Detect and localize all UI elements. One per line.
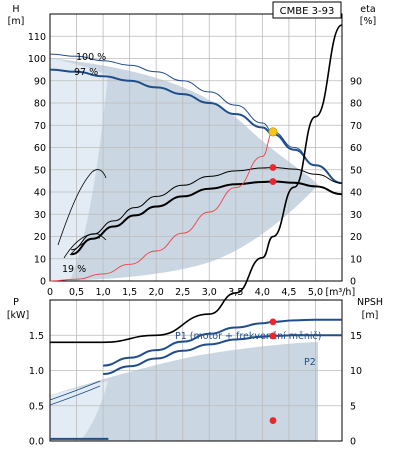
x-tick-label: 2,0: [149, 287, 164, 298]
top-series-head_97: [49, 68, 343, 185]
low-speed-eta-curve: [57, 169, 107, 246]
top-left-tick-label: 40: [34, 188, 46, 199]
top-left-tick-label: 60: [34, 143, 46, 154]
eta-axis-unit: [%]: [360, 16, 376, 27]
x-unit-label: [m³/h]: [325, 287, 355, 298]
series-npsh-line: [50, 24, 343, 344]
x-tick-label: 0: [47, 287, 53, 298]
top-series-eta_thin: [71, 166, 343, 251]
x-tick-label: 3,0: [202, 287, 217, 298]
p-axis-unit: [kW]: [7, 310, 29, 321]
h-axis-name: H: [12, 4, 19, 15]
legend-p1: P1 (motor + frekvenční měnič): [175, 331, 321, 342]
x-tick-label: 4,0: [255, 287, 270, 298]
top-right-tick-label: 10: [350, 254, 362, 265]
top-left-tick-label: 100: [28, 54, 46, 65]
bottom-right-tick-label: 10: [350, 366, 362, 377]
series-p1-line: [103, 318, 342, 367]
chart-title: CMBE 3-93: [280, 6, 335, 17]
top-right-tick-label: 50: [350, 165, 362, 176]
bottom-left-tick-label: 1.0: [29, 366, 44, 377]
top-right-tick-label: 40: [350, 188, 362, 199]
bottom-plot-frame: [49, 299, 343, 442]
title-box: [272, 1, 342, 19]
bottom-left-tick-label: 0.0: [29, 437, 44, 448]
bottom-panel: 0.0 0.5 1.0 1.5 0 5 10 15 P [kW] NPSH [m] P1 (motor …: [7, 24, 383, 448]
top-right-tick-label: 80: [350, 99, 362, 110]
annotation-97-percent: 97 %: [74, 67, 98, 78]
eta-axis-name: eta: [360, 4, 375, 15]
bottom-right-tick-label: 15: [350, 331, 362, 342]
annotation-100-percent: 100 %: [76, 52, 106, 63]
top-right-tick-label: 0: [350, 277, 356, 288]
top-duty-point: [269, 178, 277, 185]
h-axis-unit: [m]: [8, 16, 25, 27]
top-left-tick-label: 10: [34, 254, 46, 265]
npsh-axis-unit: [m]: [362, 310, 379, 321]
top-plot-frame: [49, 13, 343, 282]
top-left-tick-label: 90: [34, 76, 46, 87]
legend-p2: P2: [304, 357, 316, 368]
top-series-eta_thick: [71, 180, 343, 256]
top-panel: 0 10 20 30 40 50 60 70 80 90 100 110 0 10 20 30 40 50 60 70…: [8, 1, 376, 298]
top-right-tick-label: 30: [350, 210, 362, 221]
series-p2-line: [103, 334, 342, 375]
low-speed-head-curve: [63, 233, 107, 259]
bottom-left-tick-label: 0.5: [29, 401, 44, 412]
bottom-right-tick-label: 0: [350, 437, 356, 448]
bottom-duty-point: [269, 417, 277, 424]
x-tick-label: 5,0: [308, 287, 323, 298]
bottom-right-tick-label: 5: [350, 401, 356, 412]
top-left-tick-label: 70: [34, 121, 46, 132]
bottom-duty-point: [269, 318, 277, 326]
annotation-19-percent: 19 %: [62, 264, 86, 275]
top-right-tick-label: 20: [350, 232, 362, 243]
top-right-tick-label: 90: [350, 76, 362, 87]
bottom-left-tick-label: 1.5: [29, 331, 44, 342]
top-left-tick-label: 0: [40, 277, 46, 288]
top-right-tick-label: 60: [350, 143, 362, 154]
top-duty-point: [268, 127, 278, 137]
top-left-tick-label: 50: [34, 165, 46, 176]
npsh-axis-name: NPSH: [357, 297, 383, 308]
x-tick-label: 4,5: [281, 287, 296, 298]
top-left-tick-label: 30: [34, 210, 46, 221]
x-tick-label: 2,5: [175, 287, 190, 298]
p-axis-name: P: [13, 297, 19, 308]
power-low-flow-area: [50, 381, 108, 441]
top-left-tick-label: 20: [34, 232, 46, 243]
top-series-head_100: [49, 53, 343, 184]
x-tick-label: 1,0: [96, 287, 111, 298]
x-tick-label: 1,5: [122, 287, 137, 298]
top-left-tick-label: 80: [34, 99, 46, 110]
bottom-duty-point: [269, 332, 277, 340]
low-speed-p2-curve: [49, 385, 101, 406]
top-right-tick-label: 70: [350, 121, 362, 132]
top-left-tick-label: 110: [28, 32, 46, 43]
top-duty-point: [269, 164, 277, 171]
x-tick-label: 0,5: [69, 287, 84, 298]
low-speed-p1-curve: [49, 380, 101, 401]
power-operating-area: [50, 342, 318, 441]
top-series-system_curve: [49, 131, 274, 282]
